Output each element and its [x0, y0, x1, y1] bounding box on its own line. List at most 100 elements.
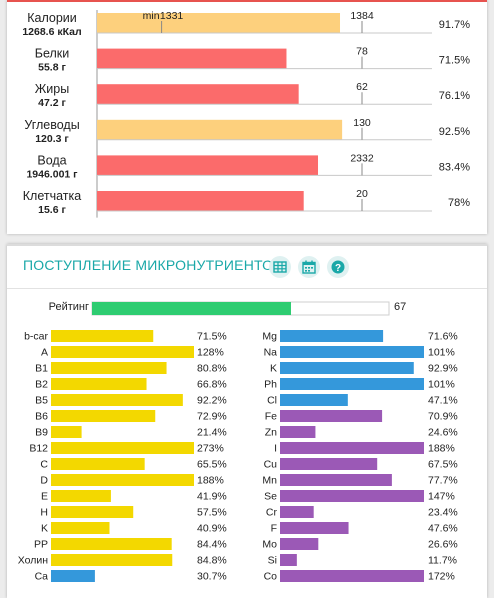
- minerals-label: F: [271, 523, 277, 535]
- macro-amount-label: 1946.001 г: [26, 168, 78, 180]
- minerals-value: 47.1%: [428, 395, 458, 407]
- vitamins-bar: [51, 330, 154, 342]
- minerals-label: Si: [268, 555, 277, 567]
- macro-norm-label: 1384: [350, 10, 374, 22]
- macro-amount-label: 47.2 г: [38, 97, 66, 109]
- minerals-label: Mg: [262, 331, 277, 343]
- minerals-bar: [280, 538, 319, 550]
- help-icon: ?: [331, 260, 345, 274]
- macro-percent-label: 76.1%: [439, 90, 470, 102]
- minerals-value: 147%: [428, 491, 455, 503]
- minerals-label: Ph: [264, 379, 277, 391]
- macro-amount-label: 120.3 г: [35, 133, 69, 145]
- minerals-label: I: [274, 443, 277, 455]
- macro-percent-label: 71.5%: [439, 55, 470, 67]
- vitamins-label: B9: [35, 427, 48, 439]
- vitamins-value: 30.7%: [197, 571, 227, 583]
- minerals-label: Cu: [264, 459, 278, 471]
- vitamins-value: 128%: [197, 347, 224, 359]
- macro-bar: [97, 119, 343, 140]
- micronutrients-chart: Рейтинг 67 b-car 71.5% A 128% B1 80.8% B2 66.8% B5…: [18, 301, 458, 583]
- vitamins-value: 40.9%: [197, 523, 227, 535]
- vitamins-value: 84.8%: [197, 555, 227, 567]
- macro-category-label: Вода: [37, 153, 66, 167]
- vitamins-label: B1: [35, 363, 48, 375]
- vitamins-label: A: [41, 347, 48, 359]
- macro-amount-label: 15.6 г: [38, 204, 66, 216]
- vitamins-label: D: [40, 475, 48, 487]
- macro-category-label: Клетчатка: [23, 189, 81, 203]
- micronutrients-panel: ПОСТУПЛЕНИЕ МИКРОНУТРИЕНТОВ ? Рейтин: [7, 244, 487, 598]
- calendar-icon: [302, 260, 316, 274]
- minerals-value: 172%: [428, 571, 455, 583]
- minerals-value: 23.4%: [428, 507, 458, 519]
- vitamins-value: 273%: [197, 443, 224, 455]
- rating-label: Рейтинг: [49, 301, 89, 313]
- macro-norm-label: 62: [356, 81, 368, 93]
- vitamins-bar: [51, 458, 145, 470]
- vitamins-bar: [51, 346, 194, 358]
- vitamins-bar: [51, 570, 95, 582]
- macro-bar: [97, 48, 287, 69]
- vitamins-bar: [51, 362, 167, 374]
- vitamins-label: Ca: [35, 571, 49, 583]
- minerals-value: 26.6%: [428, 539, 458, 551]
- vitamins-bar: [51, 506, 134, 518]
- minerals-bar: [280, 394, 348, 406]
- micronutrients-title: ПОСТУПЛЕНИЕ МИКРОНУТРИЕНТОВ: [23, 257, 283, 273]
- macro-percent-label: 78%: [448, 197, 470, 209]
- minerals-bar: [280, 378, 424, 390]
- macro-percent-label: 91.7%: [439, 19, 470, 31]
- vitamins-bar: [51, 490, 111, 502]
- minerals-bar: [280, 330, 384, 342]
- rating-bar: [92, 302, 291, 315]
- minerals-bar: [280, 522, 349, 534]
- minerals-bar: [280, 506, 314, 518]
- macro-category-label: Белки: [35, 47, 70, 61]
- minerals-label: Na: [264, 347, 278, 359]
- vitamins-value: 71.5%: [197, 331, 227, 343]
- vitamins-bar: [51, 378, 147, 390]
- macro-min-value-label: 1331: [160, 10, 184, 22]
- vitamins-label: Холин: [18, 555, 48, 567]
- minerals-bar: [280, 410, 383, 422]
- vitamins-value: 80.8%: [197, 363, 227, 375]
- minerals-bar: [280, 570, 424, 582]
- minerals-bar: [280, 362, 414, 374]
- macro-percent-label: 92.5%: [439, 126, 470, 138]
- minerals-label: K: [270, 363, 277, 375]
- minerals-bar: [280, 554, 297, 566]
- macro-norm-label: 20: [356, 188, 368, 200]
- vitamins-bar: [51, 410, 156, 422]
- minerals-label: Mo: [262, 539, 277, 551]
- minerals-bar: [280, 458, 378, 470]
- macro-amount-label: 55.8 г: [38, 62, 66, 74]
- minerals-label: Fe: [265, 411, 277, 423]
- minerals-bar: [280, 490, 424, 502]
- vitamins-label: B5: [35, 395, 48, 407]
- minerals-label: Zn: [265, 427, 277, 439]
- macro-amount-label: 1268.6 кКал: [22, 26, 81, 38]
- minerals-value: 101%: [428, 347, 455, 359]
- minerals-value: 77.7%: [428, 475, 458, 487]
- minerals-label: Cl: [267, 395, 277, 407]
- vitamins-bar: [51, 442, 194, 454]
- macro-bar: [97, 84, 299, 105]
- rating-value: 67: [394, 301, 406, 313]
- svg-text:?: ?: [335, 263, 341, 274]
- macro-bar: [97, 191, 304, 211]
- minerals-value: 24.6%: [428, 427, 458, 439]
- macro-category-label: Углеводы: [24, 118, 79, 132]
- vitamins-label: H: [40, 507, 48, 519]
- calendar-button[interactable]: [298, 256, 320, 278]
- minerals-label: Co: [264, 571, 278, 583]
- help-button[interactable]: ?: [327, 256, 349, 278]
- macro-bar: [97, 155, 319, 176]
- vitamins-label: B2: [35, 379, 48, 391]
- minerals-value: 11.7%: [428, 555, 457, 567]
- vitamins-value: 92.2%: [197, 395, 227, 407]
- minerals-label: Mn: [262, 475, 277, 487]
- table-view-button[interactable]: [269, 256, 291, 278]
- macro-min-label: min: [143, 10, 160, 22]
